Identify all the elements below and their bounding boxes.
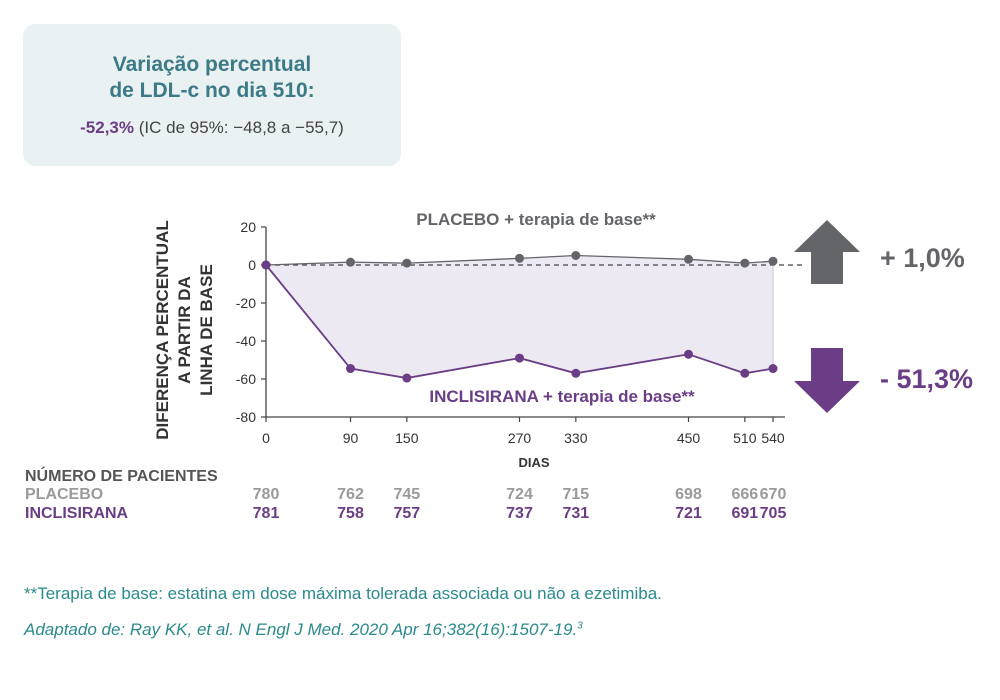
patients-count: 758 (337, 505, 364, 522)
x-tick-label: 150 (395, 430, 419, 446)
patients-count: 705 (760, 505, 787, 522)
data-point-placebo (684, 254, 693, 264)
y-axis-label-line: LINHA DE BASE (197, 264, 216, 396)
patients-count: 715 (562, 486, 589, 503)
summary-title-line2: de LDL-c no dia 510: (109, 79, 315, 102)
patients-count: 780 (253, 486, 280, 503)
y-tick-label: -80 (236, 409, 256, 425)
summary-title-line1: Variação percentual (112, 53, 312, 76)
x-tick-label: 510 (733, 430, 757, 446)
x-tick-label: 450 (677, 430, 701, 446)
data-point-inclisirana (768, 364, 778, 374)
y-tick-label: -40 (236, 333, 256, 349)
shaded-area (266, 255, 773, 379)
y-tick-label: -20 (236, 295, 256, 311)
patients-count: 666 (731, 486, 758, 503)
y-tick-label: -60 (236, 371, 256, 387)
patients-count: 670 (760, 486, 787, 503)
summary-title: Variação percentual de LDL-c no dia 510: (23, 52, 401, 104)
citation-text: Adaptado de: Ray KK, et al. N Engl J Med… (24, 620, 578, 639)
data-point-placebo (740, 258, 750, 268)
placebo-series-label: PLACEBO + terapia de base** (416, 210, 656, 229)
patients-count: 757 (393, 505, 420, 522)
series-line-inclisirana (265, 264, 774, 379)
up-arrow-icon (794, 220, 860, 284)
patients-count: 721 (675, 505, 702, 522)
data-point-inclisirana (402, 373, 412, 383)
series-line-placebo (265, 254, 774, 266)
patients-count: 762 (337, 486, 364, 503)
citation-ref: 3 (577, 620, 583, 632)
x-tick-label: 540 (761, 430, 785, 446)
patients-count: 731 (562, 505, 589, 522)
summary-ci: (IC de 95%: −48,8 a −55,7) (138, 118, 344, 137)
data-point-inclisirana (740, 368, 750, 378)
summary-value: -52,3% (80, 118, 135, 137)
patients-row-label: PLACEBO (25, 486, 103, 503)
summary-stat: -52,3% (IC de 95%: −48,8 a −55,7) (23, 118, 401, 138)
data-point-inclisirana (346, 364, 355, 374)
data-point-inclisirana (571, 368, 581, 378)
inclisirana-series-label: INCLISIRANA + terapia de base** (429, 387, 695, 406)
x-tick-label: 90 (343, 430, 359, 446)
data-point-placebo (346, 257, 355, 267)
y-axis-label-line: DIFERENÇA PERCENTUAL (153, 220, 172, 439)
patients-count: 724 (506, 486, 533, 503)
down-arrow-icon (794, 348, 860, 413)
x-tick-label: 270 (508, 430, 532, 446)
inclisirana-change-label: - 51,3% (880, 364, 973, 394)
y-axis-label-line: A PARTIR DA (175, 276, 194, 384)
data-point-placebo (402, 258, 412, 268)
data-point-inclisirana (684, 349, 693, 359)
data-point-inclisirana (261, 260, 271, 270)
x-axis-label: DIAS (518, 455, 549, 470)
patients-table-title: NÚMERO DE PACIENTES (25, 466, 218, 485)
y-tick-label: 0 (248, 257, 256, 273)
data-point-placebo (515, 253, 524, 263)
data-point-placebo (768, 256, 778, 266)
ldl-chart: 20 0 -20 -40 -60 -80 0 90 150 270 330 450 510 540 DIAS… (25, 210, 973, 522)
patients-row-label: INCLISIRANA (25, 505, 129, 522)
patients-count: 781 (253, 505, 280, 522)
x-tick-label: 330 (564, 430, 588, 446)
data-point-inclisirana (515, 353, 524, 363)
patients-count: 745 (393, 486, 420, 503)
footnote: **Terapia de base: estatina em dose máxi… (24, 584, 662, 603)
placebo-change-label: + 1,0% (880, 243, 965, 273)
patients-count: 698 (675, 486, 702, 503)
data-point-placebo (571, 251, 581, 260)
y-tick-label: 20 (240, 219, 256, 235)
patients-count: 737 (506, 505, 533, 522)
citation: Adaptado de: Ray KK, et al. N Engl J Med… (24, 620, 583, 640)
x-tick-label: 0 (262, 430, 270, 446)
summary-box: Variação percentual de LDL-c no dia 510:… (23, 24, 401, 166)
patients-count: 691 (731, 505, 758, 522)
